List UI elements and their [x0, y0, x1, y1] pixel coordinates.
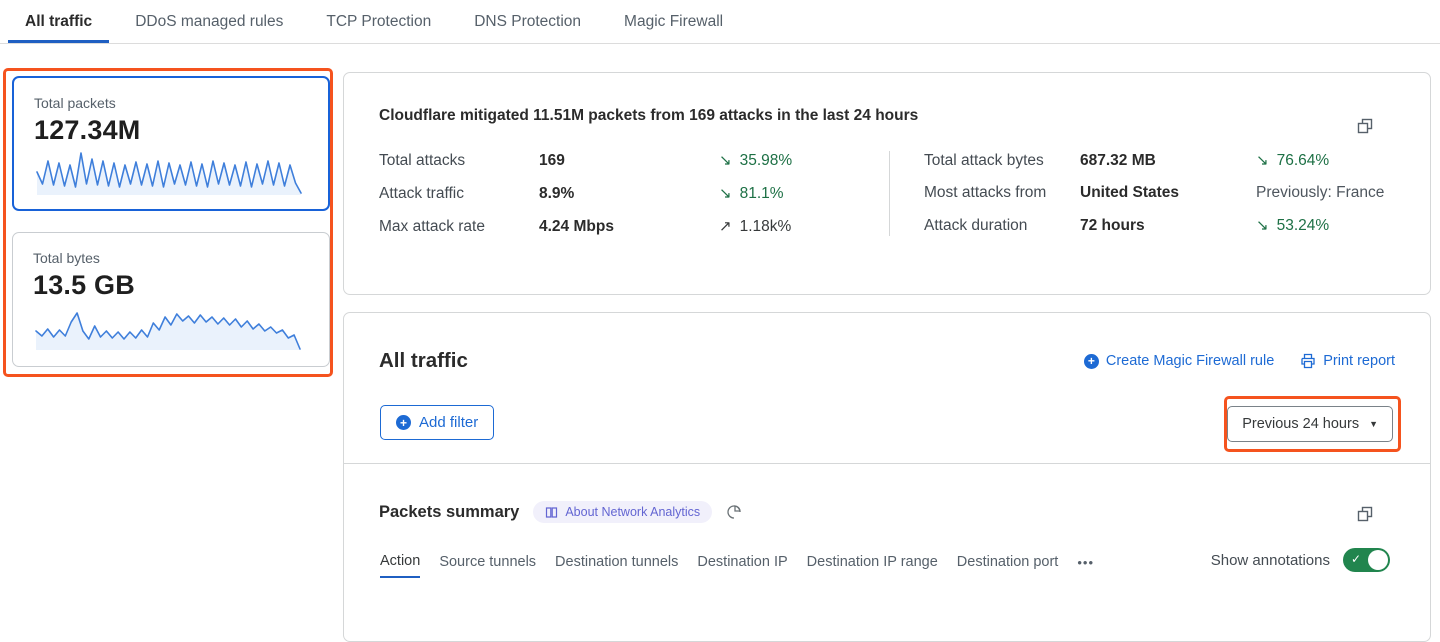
protection-tabbar: All traffic DDoS managed rules TCP Prote…	[0, 0, 1440, 44]
more-options-icon[interactable]: •••	[1077, 554, 1094, 570]
metric-value: 127.34M	[34, 115, 141, 145]
create-magic-firewall-rule-link[interactable]: + Create Magic Firewall rule	[1083, 353, 1275, 369]
tab-all-traffic[interactable]: All traffic	[7, 0, 110, 43]
show-annotations-toggle[interactable]: ✓	[1343, 548, 1390, 572]
trend-down-icon: ↘	[1256, 152, 1269, 169]
stat-trend: ↘ 53.24%	[1256, 216, 1329, 235]
stat-row-attack-duration: Attack duration 72 hours ↘ 53.24%	[924, 216, 1384, 235]
check-icon: ✓	[1351, 552, 1362, 566]
time-range-dropdown[interactable]: Previous 24 hours ▼	[1227, 406, 1393, 442]
stat-trend: Previously: France	[1256, 184, 1384, 202]
subtab-action[interactable]: Action	[380, 553, 421, 578]
summary-stats-grid: Total attacks 169 ↘ 35.98% Attack traffi…	[379, 151, 1395, 236]
tab-magic-firewall[interactable]: Magic Firewall	[624, 12, 724, 30]
about-network-analytics-badge[interactable]: About Network Analytics	[533, 501, 713, 523]
subtab-destination-ip-range[interactable]: Destination IP range	[806, 554, 938, 570]
stat-label: Max attack rate	[379, 218, 485, 235]
trend-down-icon: ↘	[719, 152, 732, 169]
section-divider	[344, 463, 1430, 464]
trend-value: 53.24%	[1276, 217, 1330, 234]
expand-icon[interactable]	[1356, 505, 1374, 523]
badge-label: About Network Analytics	[565, 505, 701, 519]
subtab-destination-port[interactable]: Destination port	[956, 554, 1059, 570]
add-filter-button[interactable]: + Add filter	[380, 405, 495, 440]
show-annotations-label: Show annotations	[1210, 551, 1330, 569]
trend-value: 1.18k%	[739, 218, 792, 235]
packets-summary-title: Packets summary	[379, 502, 520, 521]
stat-value: United States	[1080, 184, 1180, 201]
metric-label: Total packets	[34, 95, 116, 111]
subtab-destination-tunnels[interactable]: Destination tunnels	[555, 554, 679, 570]
tab-dns-protection[interactable]: DNS Protection	[474, 12, 582, 30]
trend-value: 35.98%	[739, 152, 793, 169]
summary-title: Cloudflare mitigated 11.51M packets from…	[379, 107, 919, 124]
stat-value: 687.32 MB	[1080, 152, 1156, 169]
stat-row-total-attacks: Total attacks 169 ↘ 35.98%	[379, 151, 889, 170]
total-packets-card[interactable]: Total packets 127.34M	[12, 76, 330, 211]
printer-icon	[1301, 353, 1315, 369]
subtab-source-tunnels[interactable]: Source tunnels	[439, 554, 537, 570]
add-filter-label: Add filter	[419, 414, 479, 431]
trend-value: 81.1%	[739, 185, 784, 202]
total-bytes-card[interactable]: Total bytes 13.5 GB	[12, 232, 330, 367]
stat-row-max-attack-rate: Max attack rate 4.24 Mbps ↗ 1.18k%	[379, 217, 889, 236]
packets-summary-subtabs: Action Source tunnels Destination tunnel…	[380, 553, 1094, 578]
stat-label: Total attacks	[379, 152, 466, 169]
trend-value: Previously: France	[1256, 184, 1385, 201]
time-range-label: Previous 24 hours	[1242, 416, 1360, 432]
mitigation-summary-panel: Cloudflare mitigated 11.51M packets from…	[343, 72, 1431, 295]
stat-row-total-attack-bytes: Total attack bytes 687.32 MB ↘ 76.64%	[924, 151, 1384, 170]
tab-ddos-managed-rules[interactable]: DDoS managed rules	[135, 12, 284, 30]
create-rule-label: Create Magic Firewall rule	[1105, 353, 1275, 369]
total-packets-sparkline	[36, 152, 302, 195]
stat-row-most-attacks-from: Most attacks from United States Previous…	[924, 184, 1384, 202]
trend-value: 76.64%	[1276, 152, 1330, 169]
tab-tcp-protection[interactable]: TCP Protection	[326, 12, 432, 30]
all-traffic-panel: All traffic + Create Magic Firewall rule…	[343, 312, 1431, 642]
stat-value: 8.9%	[539, 185, 575, 202]
stat-trend: ↘ 76.64%	[1256, 151, 1329, 170]
metric-label: Total bytes	[33, 250, 100, 266]
stat-trend: ↘ 35.98%	[719, 151, 792, 170]
all-traffic-title: All traffic	[379, 349, 468, 372]
trend-up-icon: ↗	[719, 218, 732, 235]
book-icon	[546, 506, 558, 518]
stat-label: Attack duration	[924, 217, 1028, 234]
subtab-destination-ip[interactable]: Destination IP	[697, 554, 788, 570]
toggle-knob	[1368, 550, 1388, 570]
total-bytes-sparkline	[35, 312, 301, 350]
pie-chart-icon[interactable]	[726, 504, 742, 520]
print-report-label: Print report	[1323, 353, 1395, 369]
expand-icon[interactable]	[1356, 117, 1374, 135]
plus-circle-icon: +	[396, 415, 411, 430]
stat-label: Most attacks from	[924, 184, 1047, 201]
stat-value: 4.24 Mbps	[539, 218, 614, 235]
trend-down-icon: ↘	[719, 185, 732, 202]
stat-label: Attack traffic	[379, 185, 464, 202]
trend-down-icon: ↘	[1256, 217, 1269, 234]
stat-value: 72 hours	[1080, 217, 1145, 234]
stat-row-attack-traffic: Attack traffic 8.9% ↘ 81.1%	[379, 184, 889, 203]
stat-value: 169	[539, 152, 565, 169]
stat-trend: ↗ 1.18k%	[719, 217, 791, 236]
stat-trend: ↘ 81.1%	[719, 184, 784, 203]
chevron-down-icon: ▼	[1369, 419, 1378, 429]
metric-value: 13.5 GB	[33, 270, 135, 300]
print-report-link[interactable]: Print report	[1300, 353, 1395, 369]
plus-circle-icon: +	[1083, 353, 1099, 369]
stat-label: Total attack bytes	[924, 152, 1044, 169]
